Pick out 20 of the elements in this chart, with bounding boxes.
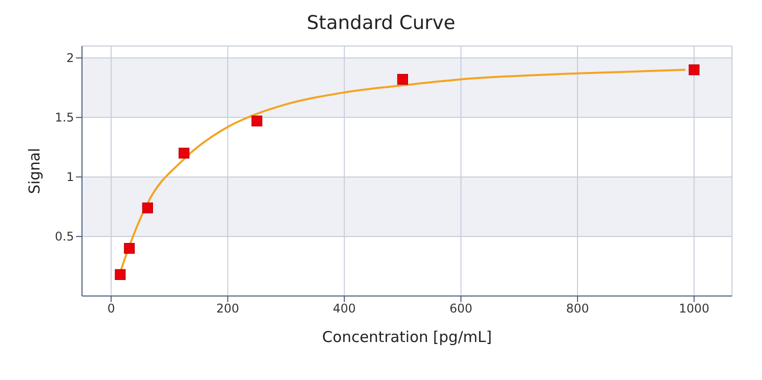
- x-tick-label: 600: [449, 302, 472, 316]
- point: [178, 148, 190, 159]
- point: [251, 116, 262, 126]
- y-tick-label: 1: [66, 170, 74, 184]
- x-tick-label: 1000: [678, 302, 710, 316]
- point: [142, 202, 153, 214]
- point: [114, 269, 126, 280]
- x-axis-title: Concentration [pg/mL]: [322, 328, 492, 346]
- x-tick-label: 200: [216, 302, 240, 316]
- y-tick-label: 0.5: [54, 230, 74, 244]
- y-tick-label: 2: [66, 51, 74, 66]
- chart-title: Standard Curve: [306, 12, 456, 36]
- point: [397, 74, 408, 85]
- x-tick-label: 0: [107, 302, 115, 316]
- x-tick-label: 800: [566, 302, 589, 316]
- x-tick-label: 400: [332, 302, 356, 316]
- point: [124, 242, 135, 254]
- y-axis-title: Signal: [25, 148, 44, 194]
- y-tick-label: 1.5: [54, 110, 74, 125]
- point: [688, 64, 700, 76]
